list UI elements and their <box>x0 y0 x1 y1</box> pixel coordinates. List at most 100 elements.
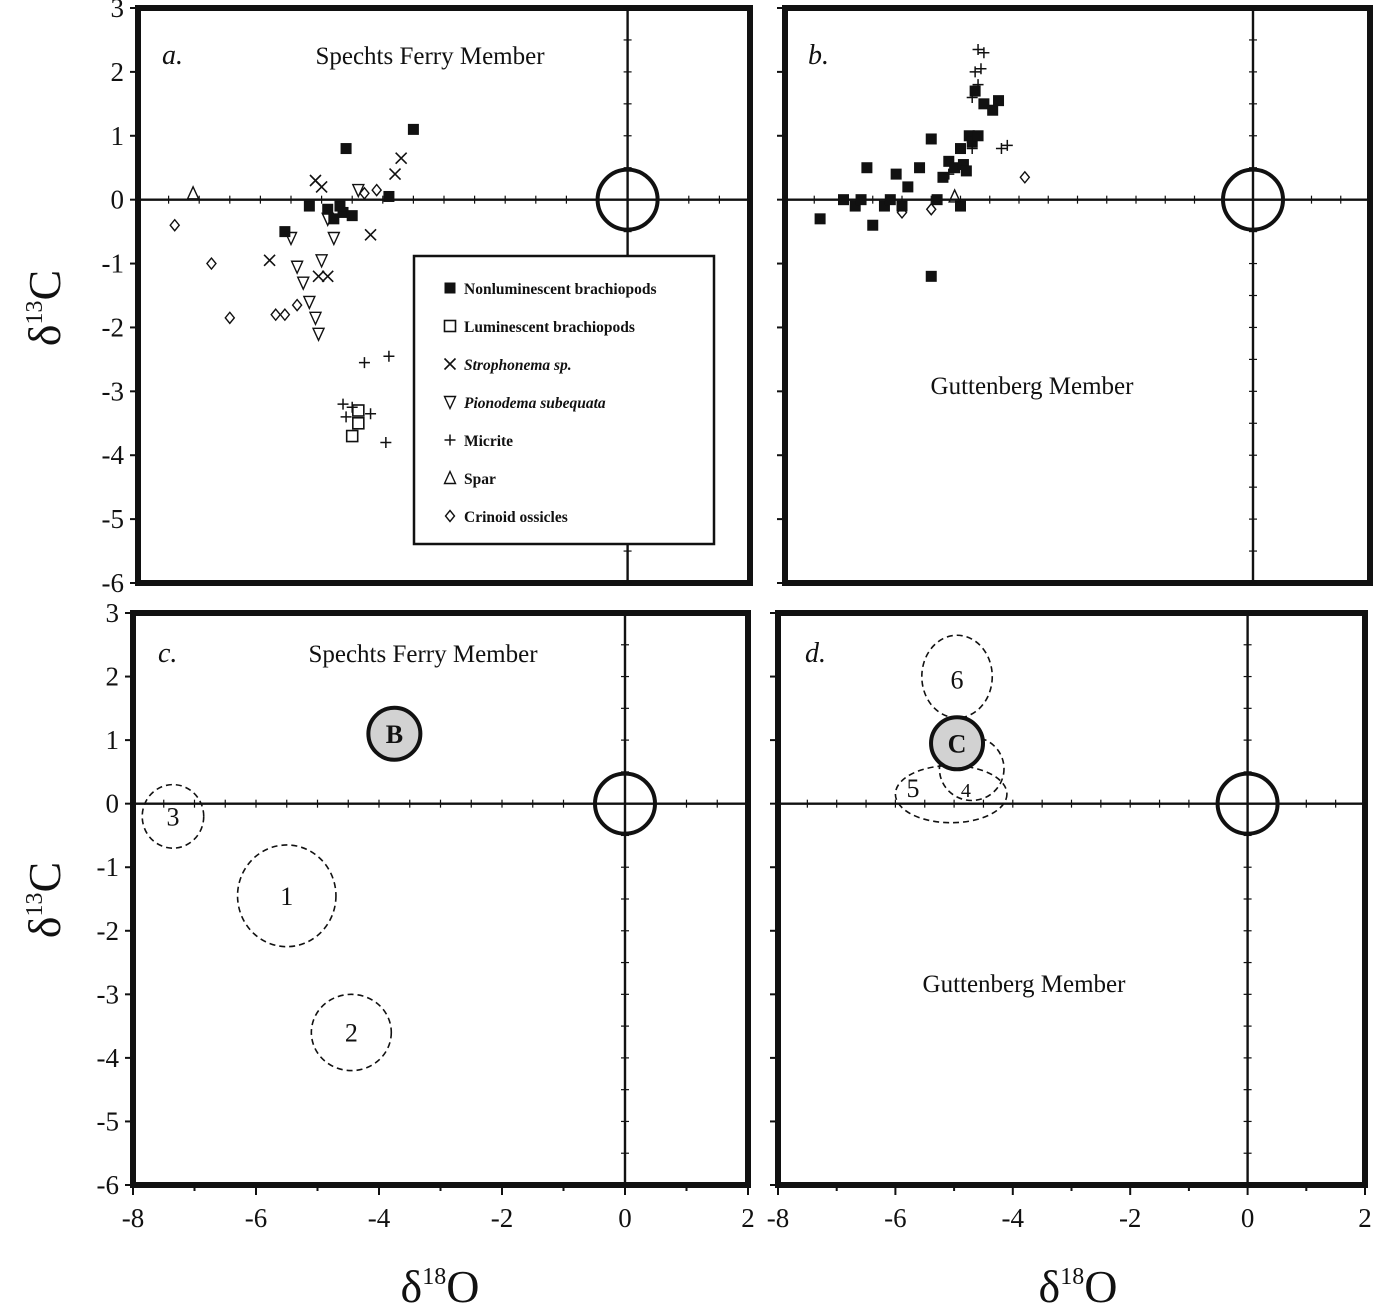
data-point <box>849 200 861 212</box>
y-axis-title-top: δ13C <box>19 270 70 346</box>
data-point <box>291 298 303 312</box>
series-spar <box>186 185 200 200</box>
legend-item: Crinoid ossicles <box>444 509 568 526</box>
y-tick-label: -5 <box>97 1106 120 1136</box>
legend-item: Nonluminescent brachiopods <box>444 281 657 298</box>
data-point <box>855 194 867 206</box>
y-axis-title-superscript: 13 <box>22 893 48 917</box>
data-point <box>966 143 978 155</box>
field-label-4: 4 <box>961 780 971 802</box>
series-strophonema-sp- <box>263 152 408 283</box>
data-point <box>327 231 341 247</box>
x-axis-title-superscript: 18 <box>422 1264 446 1290</box>
data-point <box>351 183 365 199</box>
y-tick-label: -1 <box>102 249 125 279</box>
y-tick-label: 2 <box>106 662 120 692</box>
data-point <box>931 194 943 206</box>
data-point <box>263 254 276 267</box>
panel-label: d. <box>805 638 826 669</box>
data-point <box>969 66 981 78</box>
series-micrite <box>337 350 395 448</box>
legend: Nonluminescent brachiopods Luminescent br… <box>412 254 716 546</box>
data-point <box>388 168 402 181</box>
x-tick-label: 2 <box>1358 1203 1372 1233</box>
series-pionodema-subequata <box>284 183 365 343</box>
x-axis-title-element: O <box>446 1261 479 1312</box>
data-point <box>296 276 310 291</box>
x-tick-label: 0 <box>618 1203 632 1233</box>
data-point <box>914 162 926 174</box>
data-point <box>963 130 975 142</box>
y-tick-label: -4 <box>102 440 125 470</box>
data-point <box>279 308 291 322</box>
data-point <box>937 171 949 183</box>
data-point <box>884 194 896 206</box>
y-axis-title-element: C <box>19 862 70 893</box>
data-point <box>966 136 978 148</box>
field-ellipse-3 <box>141 783 205 849</box>
x-tick-label: -2 <box>491 1203 514 1233</box>
legend-label: Pionodema subequata <box>464 395 606 412</box>
y-axis-title-bottom: δ13C <box>19 862 70 938</box>
legend-label: Crinoid ossicles <box>464 509 568 526</box>
legend-item: Pionodema subequata <box>443 395 606 412</box>
data-point <box>290 260 304 275</box>
panel-title: Guttenberg Member <box>923 971 1127 998</box>
data-point <box>311 327 326 343</box>
data-point <box>948 188 962 203</box>
y-tick-label: -3 <box>102 376 125 406</box>
data-point <box>380 436 392 448</box>
field-label-3: 3 <box>166 802 179 831</box>
legend-marker <box>444 509 456 523</box>
legend-label: Luminescent brachiopods <box>464 319 635 336</box>
panel-label: b. <box>808 40 829 71</box>
x-axis-title-delta: δ <box>1039 1261 1061 1312</box>
data-point <box>321 212 335 228</box>
data-point <box>925 270 937 282</box>
panel-title: Guttenberg Member <box>931 373 1135 400</box>
x-axis-title-delta: δ <box>401 1261 423 1312</box>
data-point <box>302 295 316 311</box>
highlight-label-B: B <box>386 720 403 749</box>
field-ellipse-2 <box>310 993 393 1072</box>
y-tick-label: 3 <box>111 0 125 23</box>
highlight-circle-C <box>929 715 986 772</box>
panel-frame <box>782 5 1373 586</box>
svg-text:δ13C: δ13C <box>19 270 70 346</box>
data-point <box>955 200 966 212</box>
y-tick-label: 1 <box>106 725 120 755</box>
x-tick-label: -8 <box>122 1203 145 1233</box>
y-tick-label: -1 <box>97 852 120 882</box>
data-point <box>328 213 340 225</box>
data-point <box>995 143 1007 155</box>
data-point <box>334 200 346 212</box>
legend-item: Spar <box>443 469 496 488</box>
data-point <box>337 398 349 410</box>
data-point <box>358 357 370 369</box>
data-point <box>371 183 383 197</box>
legend-marker <box>444 434 456 446</box>
reference-circle <box>1215 771 1280 836</box>
y-tick-label: -2 <box>102 312 125 342</box>
panel-label: c. <box>158 638 177 669</box>
legend-item: Strophonema sp. <box>443 357 572 374</box>
legend-marker <box>443 357 457 371</box>
data-point <box>943 155 955 167</box>
x-tick-label: -6 <box>245 1203 268 1233</box>
legend-label: Micrite <box>464 433 513 450</box>
data-point <box>949 162 961 174</box>
data-point <box>861 162 873 174</box>
data-point <box>279 226 291 238</box>
field-label-5: 5 <box>907 774 920 803</box>
series-crinoid-ossicles <box>169 183 383 325</box>
data-point <box>206 256 217 271</box>
data-point <box>315 254 329 269</box>
data-point <box>1001 139 1013 151</box>
data-point <box>878 200 890 212</box>
y-tick-label: -3 <box>97 979 120 1009</box>
data-point <box>987 104 999 116</box>
data-point <box>969 85 981 97</box>
x-tick-label: -4 <box>368 1203 391 1233</box>
svg-text:δ13C: δ13C <box>19 862 70 938</box>
x-tick-label: -2 <box>1119 1203 1142 1233</box>
